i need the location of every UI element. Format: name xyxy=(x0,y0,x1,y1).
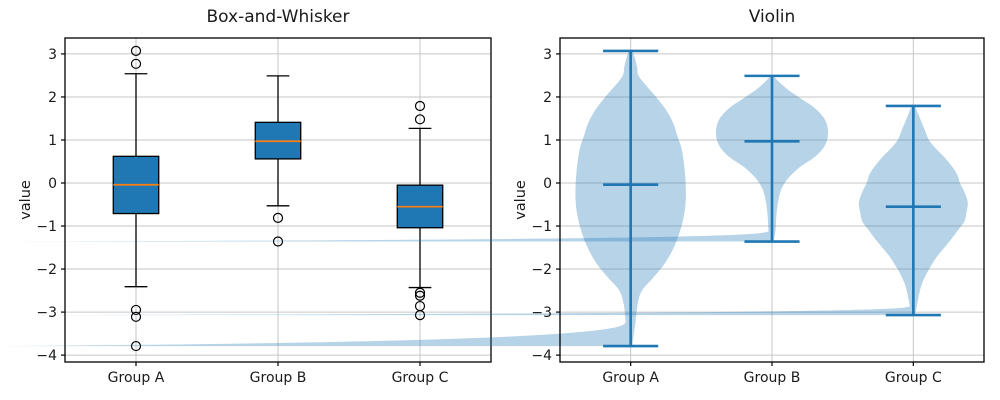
outlier-point xyxy=(130,304,142,316)
outlier-point xyxy=(130,340,142,352)
y-tick-label: −2 xyxy=(531,262,552,278)
x-tick-label: Group B xyxy=(744,370,801,386)
outlier-point xyxy=(130,45,142,57)
boxplot-group-b xyxy=(254,75,302,247)
y-tick-label: −4 xyxy=(36,348,57,364)
outlier-point xyxy=(272,212,284,223)
y-tick-label: −2 xyxy=(36,262,57,278)
y-tick-label: 2 xyxy=(48,90,57,106)
subplot-title-violin: Violin xyxy=(748,7,796,27)
y-tick-label: −1 xyxy=(36,219,57,235)
y-axis-label-violin: value xyxy=(513,180,529,220)
boxplot-group-c xyxy=(396,100,444,321)
subplot-title-boxplot: Box-and-Whisker xyxy=(206,7,350,27)
y-tick-label: −3 xyxy=(531,305,552,321)
x-tick-label: Group A xyxy=(108,370,165,386)
y-axis-label-boxplot: value xyxy=(18,180,34,220)
outlier-point xyxy=(414,290,426,301)
y-tick-label: −1 xyxy=(531,219,552,235)
x-tick-label: Group C xyxy=(392,370,449,386)
y-tick-label: 1 xyxy=(48,133,57,149)
y-tick-label: −3 xyxy=(36,305,57,321)
violin-group-b xyxy=(0,74,829,243)
y-tick-label: −4 xyxy=(531,348,552,364)
violin-group-a xyxy=(0,49,686,348)
x-tick-label: Group C xyxy=(885,370,942,386)
violin-body xyxy=(0,50,686,347)
outlier-point xyxy=(414,100,426,112)
outlier-point xyxy=(414,309,426,321)
y-tick-label: 1 xyxy=(543,133,552,149)
outlier-point xyxy=(272,236,284,247)
y-tick-label: 3 xyxy=(48,47,57,63)
y-tick-label: 3 xyxy=(543,47,552,63)
violin-group-c xyxy=(0,104,968,317)
outlier-point xyxy=(414,114,426,125)
x-tick-label: Group B xyxy=(250,370,307,386)
outlier-point xyxy=(130,311,142,322)
y-tick-label: 2 xyxy=(543,90,552,106)
y-tick-label: 0 xyxy=(48,176,57,192)
outlier-point xyxy=(414,287,426,298)
subplot-box-and-whisker: 3 2 1 0 −1 −2 −3 −4 Group A Group B Group C xyxy=(36,37,492,386)
y-tick-label: 0 xyxy=(543,176,552,192)
x-tick-label: Group A xyxy=(602,370,659,386)
outlier-point xyxy=(130,58,142,69)
subplot-violin: 3 2 1 0 −1 −2 −3 −4 Group A Group B Group C xyxy=(0,37,985,386)
boxplot-group-a xyxy=(112,45,160,352)
